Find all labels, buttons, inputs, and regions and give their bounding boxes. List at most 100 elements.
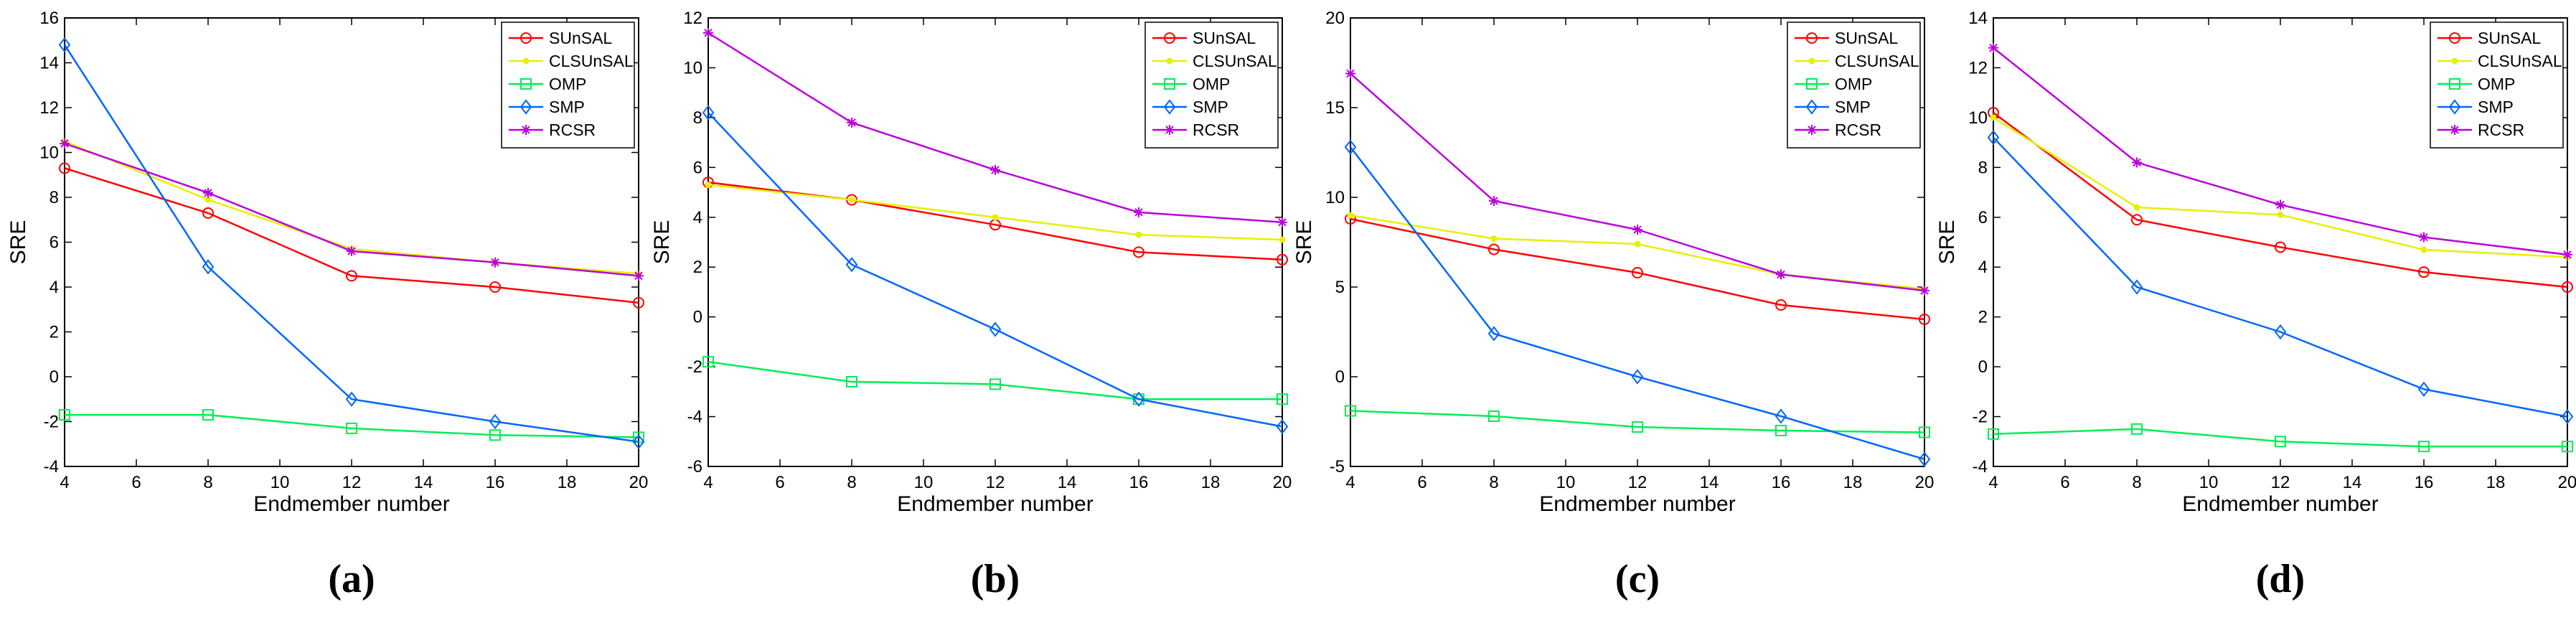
legend-label: CLSUnSAL	[1835, 52, 1919, 70]
data-point	[1488, 410, 1500, 422]
series-smp	[1344, 139, 1931, 467]
y-axis-label: SRE	[1935, 220, 1959, 265]
legend-entry: CLSUnSAL	[1795, 52, 1919, 70]
data-point	[60, 138, 70, 149]
x-tick-label: 8	[203, 473, 212, 492]
legend: SUnSAL CLSUnSAL OMP SMP RCSR	[501, 22, 635, 149]
x-tick-label: 14	[2343, 473, 2362, 492]
legend-marker	[1806, 32, 1818, 44]
series-line	[708, 360, 1282, 400]
legend-label: SMP	[2478, 98, 2514, 116]
legend-entry: SMP	[1152, 98, 1228, 116]
data-point	[2420, 246, 2427, 253]
data-point	[1631, 369, 1644, 385]
y-tick-label: 10	[1325, 188, 1345, 207]
legend-marker	[1805, 99, 1818, 115]
legend: SUnSAL CLSUnSAL OMP SMP RCSR	[1144, 22, 1279, 149]
series-line	[1993, 428, 2567, 448]
series-line	[65, 413, 639, 438]
legend-marker	[1163, 99, 1176, 115]
legend-label: OMP	[549, 75, 586, 93]
legend-marker	[2451, 57, 2458, 65]
legend-label: OMP	[2478, 75, 2515, 93]
data-point	[1918, 451, 1931, 467]
legend-label: RCSR	[1835, 121, 1881, 139]
legend: SUnSAL CLSUnSAL OMP SMP RCSR	[1787, 22, 1921, 149]
data-point	[489, 429, 501, 441]
data-point	[1634, 240, 1641, 248]
data-point	[848, 196, 855, 203]
legend-marker	[1806, 78, 1818, 90]
y-tick-label: 4	[50, 278, 59, 297]
series-line	[64, 167, 639, 304]
data-point	[2275, 199, 2285, 210]
data-point	[489, 413, 502, 430]
data-point	[1276, 418, 1289, 435]
y-tick-label: 2	[693, 258, 702, 277]
data-point	[1775, 425, 1787, 436]
series-line	[1350, 217, 1925, 321]
data-point	[2562, 281, 2573, 293]
y-tick-label: -4	[1973, 457, 1988, 476]
x-tick-label: 18	[558, 473, 577, 492]
x-tick-label: 16	[1772, 473, 1791, 492]
legend-marker	[1164, 32, 1175, 44]
data-point	[1919, 426, 1930, 438]
x-tick-label: 8	[1489, 473, 1498, 492]
data-point	[634, 271, 644, 281]
series-smp	[702, 105, 1289, 435]
x-tick-label: 18	[1843, 473, 1863, 492]
legend-label: SMP	[549, 98, 585, 116]
x-tick-label: 20	[1273, 473, 1292, 492]
y-tick-label: -4	[687, 408, 702, 427]
y-tick-label: 10	[683, 58, 702, 78]
y-tick-label: -5	[1330, 457, 1345, 476]
x-tick-label: 20	[629, 473, 649, 492]
data-point	[1919, 286, 1929, 296]
data-point	[2419, 232, 2429, 243]
data-point	[2133, 204, 2140, 211]
x-tick-label: 10	[914, 473, 934, 492]
legend-entry: CLSUnSAL	[1152, 52, 1277, 70]
legend-entry: OMP	[1795, 75, 1872, 93]
series-omp	[702, 356, 1288, 405]
legend-label: SUnSAL	[549, 29, 612, 47]
chart-panel-4: 4 6 8 10 12 14 16 18 20-4-202468101214Endmember …	[1935, 9, 2576, 601]
legend-entry: SUnSAL	[1152, 29, 1256, 47]
data-point	[1775, 299, 1787, 311]
data-point	[1489, 196, 1499, 206]
legend-entry: SUnSAL	[1795, 29, 1898, 47]
data-point	[202, 259, 215, 275]
data-point	[632, 433, 645, 450]
x-tick-label: 20	[1915, 473, 1935, 492]
legend-label: CLSUnSAL	[2478, 52, 2562, 70]
data-point	[990, 164, 1000, 175]
data-point	[1990, 114, 1997, 121]
x-tick-label: 16	[1129, 473, 1149, 492]
data-point	[1774, 408, 1787, 424]
x-tick-label: 20	[2558, 473, 2576, 492]
series-omp	[59, 409, 644, 443]
x-tick-label: 16	[486, 473, 505, 492]
y-tick-label: 5	[1335, 278, 1345, 297]
legend-entry: SMP	[1795, 98, 1871, 116]
legend-marker	[2449, 32, 2460, 44]
y-tick-label: -6	[687, 457, 702, 476]
data-point	[202, 409, 214, 421]
x-tick-label: 12	[1628, 473, 1647, 492]
legend-marker	[1166, 57, 1173, 65]
legend-marker	[2448, 99, 2461, 115]
y-tick-label: -2	[687, 357, 702, 377]
x-tick-label: 8	[2132, 473, 2141, 492]
legend-marker	[521, 125, 531, 135]
legend-entry: OMP	[2438, 75, 2515, 93]
x-tick-label: 8	[847, 473, 856, 492]
x-tick-label: 4	[703, 473, 713, 492]
legend-marker	[520, 99, 532, 115]
legend-entry: RCSR	[1795, 121, 1881, 139]
data-point	[1347, 212, 1354, 219]
y-tick-label: 8	[1978, 158, 1988, 177]
data-point	[2562, 441, 2573, 453]
y-tick-label: -2	[44, 413, 59, 432]
